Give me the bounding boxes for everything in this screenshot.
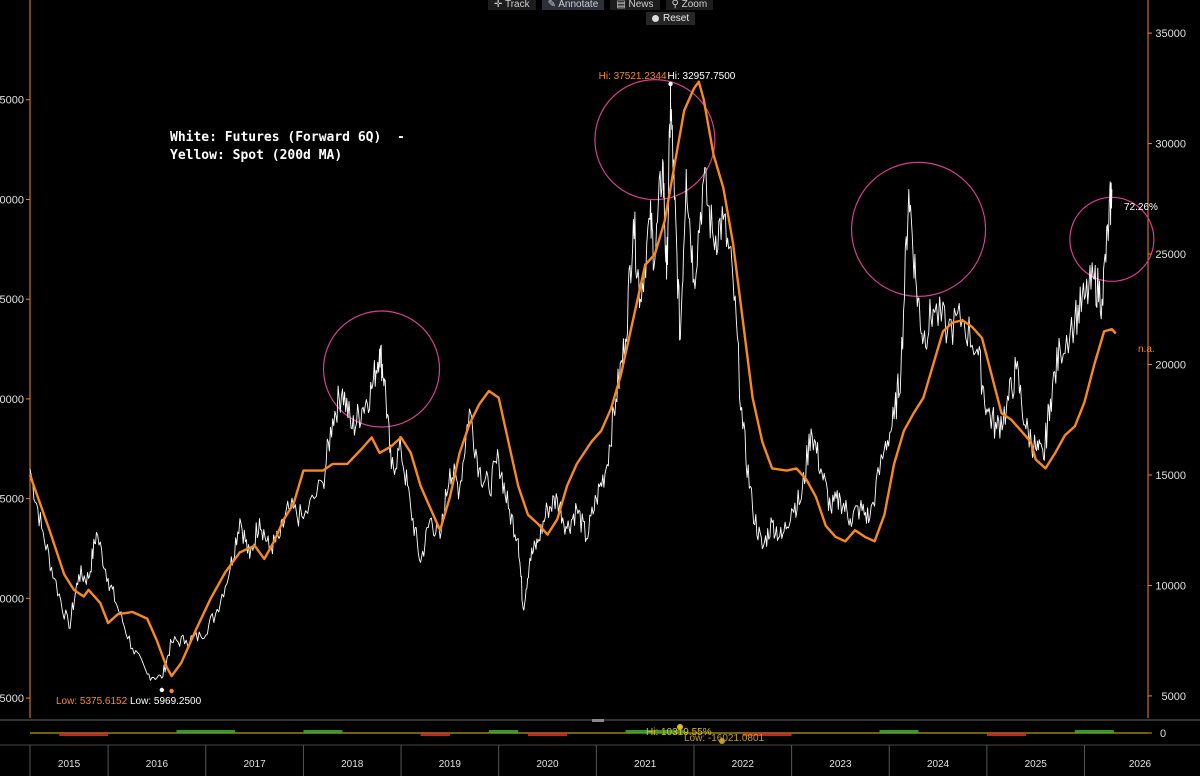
left-axis: 5000 10000 15000 20000 25000 30000 35000 <box>0 95 30 705</box>
x-tick-label: 2026 <box>1129 759 1152 770</box>
oscillator-bar <box>176 730 236 733</box>
oscillator-bar <box>742 733 792 736</box>
left-tick-label: 25000 <box>0 294 24 306</box>
oscillator-hi-label: Hi: 10319.55% <box>646 727 712 738</box>
x-tick-label: 2023 <box>829 759 852 770</box>
left-tick-label: 5000 <box>0 693 24 705</box>
series-layer <box>28 80 1117 681</box>
annotate-button[interactable]: ✎ Annotate <box>541 0 605 10</box>
oscillator-bar <box>59 733 109 736</box>
spot-high-label: Hi: 37521.2344 <box>599 71 667 82</box>
annotate-label: Annotate <box>558 0 599 10</box>
spot-last-label: n.a. <box>1138 344 1155 355</box>
oscillator-bar <box>879 730 919 733</box>
right-tick-label: 20000 <box>1155 360 1186 372</box>
x-tick-label: 2025 <box>1025 759 1048 770</box>
x-tick-label: 2018 <box>341 759 364 770</box>
right-axis: 5000 10000 15000 20000 25000 30000 35000 <box>1148 28 1186 703</box>
x-axis: 2015 2016 2017 2018 2019 2020 2021 2022 2023 2024… <box>0 744 1200 776</box>
futures-line <box>29 99 1113 681</box>
oscillator-bar <box>303 730 343 733</box>
oscillator-bar <box>488 730 519 733</box>
oscillator-bar <box>1074 730 1114 733</box>
right-tick-label: 10000 <box>1155 580 1186 592</box>
oscillator-bar <box>527 733 568 736</box>
chart-toolbar: ✛ Track ✎ Annotate ▤ News ⚲ Zoom <box>488 0 714 10</box>
futures-high-label: Hi: 32957.7500 <box>668 71 736 82</box>
x-tick-label: 2016 <box>146 759 169 770</box>
x-tick-label: 2020 <box>536 759 559 770</box>
highlight-circles <box>322 79 1155 428</box>
reset-label: Reset <box>663 13 690 24</box>
oscillator-bar <box>625 730 685 733</box>
right-tick-label: 30000 <box>1155 139 1186 151</box>
left-tick-label: 35000 <box>0 95 24 107</box>
last-change-label: 72.26% <box>1124 202 1158 213</box>
track-label: Track <box>504 0 530 10</box>
annotation-labels: Hi: 37521.2344 Hi: 32957.7500 Low: 5375.61… <box>56 71 1158 707</box>
highlight-circle <box>594 79 716 201</box>
x-tick-label: 2024 <box>927 759 950 770</box>
highlight-circle <box>850 161 987 297</box>
x-tick-label: 2015 <box>58 759 81 770</box>
track-button[interactable]: ✛ Track <box>488 0 536 10</box>
right-tick-label: 25000 <box>1155 249 1186 261</box>
zoom-button[interactable]: ⚲ Zoom <box>665 0 714 10</box>
right-tick-label: 15000 <box>1155 470 1186 482</box>
spot-low-marker <box>169 688 174 694</box>
left-tick-label: 20000 <box>0 394 24 406</box>
x-tick-label: 2017 <box>243 759 266 770</box>
x-tick-label: 2019 <box>439 759 462 770</box>
annotation-line-2: Yellow: Spot (200d MA) <box>170 148 343 163</box>
news-button[interactable]: ▤ News <box>610 0 660 10</box>
annotation-line-1: White: Futures (Forward 6Q) - <box>170 130 405 145</box>
oscillator-low-marker <box>719 738 725 744</box>
right-tick-label: 35000 <box>1155 28 1186 40</box>
oscillator-bar <box>420 733 450 736</box>
panel-divider-handle <box>592 719 604 722</box>
x-tick-label: 2021 <box>634 759 657 770</box>
futures-high-marker <box>668 81 673 87</box>
oscillator-bar <box>986 733 1026 736</box>
news-label: News <box>628 0 654 10</box>
oscillator-zero-label: 0 <box>1160 728 1166 740</box>
futures-low-marker <box>159 687 165 693</box>
x-axis-background <box>0 745 1200 776</box>
left-tick-label: 15000 <box>0 494 24 506</box>
zoom-label: Zoom <box>681 0 708 10</box>
spot-line <box>28 80 1117 678</box>
right-tick-label: 5000 <box>1162 691 1186 703</box>
reset-icon <box>652 15 659 22</box>
left-tick-label: 30000 <box>0 194 24 206</box>
highlight-circle <box>322 310 441 428</box>
left-tick-label: 10000 <box>0 593 24 605</box>
oscillator-low-label: Low: -16021.0801 <box>684 733 765 744</box>
spot-low-label: Low: 5375.6152 <box>56 696 128 707</box>
oscillator-hi-marker <box>677 724 683 730</box>
reset-button[interactable]: Reset <box>646 12 696 25</box>
oscillator-panel: 0 Hi: 10319.55%Low: -16021.0801 <box>0 719 1200 744</box>
futures-low-label: Low: 5969.2500 <box>130 696 202 707</box>
x-tick-label: 2022 <box>732 759 755 770</box>
